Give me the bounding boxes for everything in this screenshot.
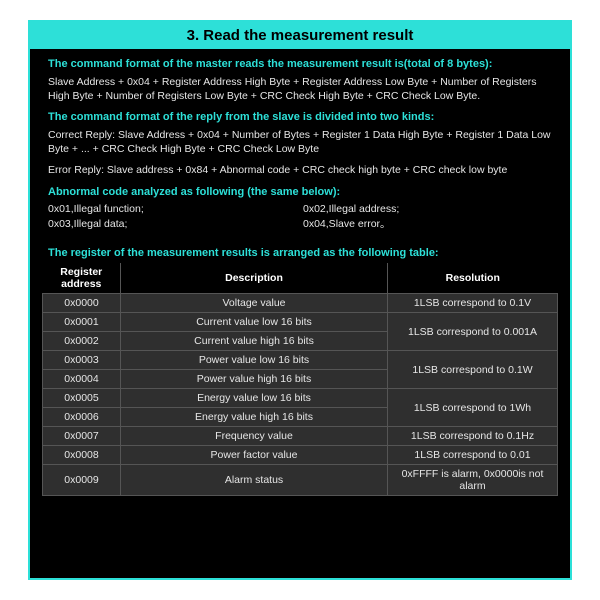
cell-address: 0x0000 [43, 294, 121, 313]
abnormal-code-03: 0x03,Illegal data; [48, 217, 297, 231]
column-header-description: Description [121, 263, 388, 294]
abnormal-codes-grid: 0x01,Illegal function; 0x02,Illegal addr… [48, 202, 552, 230]
paragraph-error-reply: Error Reply: Slave address + 0x84 + Abno… [48, 163, 552, 177]
table-row: 0x0009Alarm status0xFFFF is alarm, 0x000… [43, 465, 558, 496]
cell-address: 0x0003 [43, 351, 121, 370]
cell-resolution: 0xFFFF is alarm, 0x0000is not alarm [388, 465, 558, 496]
paragraph-correct-reply: Correct Reply: Slave Address + 0x04 + Nu… [48, 128, 552, 156]
cell-description: Frequency value [121, 427, 388, 446]
cell-address: 0x0005 [43, 389, 121, 408]
cell-resolution: 1LSB correspond to 0.1V [388, 294, 558, 313]
section-title: 3. Read the measurement result [30, 22, 570, 49]
cell-resolution: 1LSB correspond to 0.001A [388, 313, 558, 351]
abnormal-code-04: 0x04,Slave error。 [303, 217, 552, 231]
cell-resolution: 1LSB correspond to 0.01 [388, 446, 558, 465]
cell-resolution: 1LSB correspond to 0.1Hz [388, 427, 558, 446]
cell-address: 0x0002 [43, 332, 121, 351]
table-row: 0x0000Voltage value1LSB correspond to 0.… [43, 294, 558, 313]
cell-description: Energy value low 16 bits [121, 389, 388, 408]
abnormal-code-01: 0x01,Illegal function; [48, 202, 297, 216]
table-row: 0x0003Power value low 16 bits1LSB corres… [43, 351, 558, 370]
column-header-address: Register address [43, 263, 121, 294]
table-intro: The register of the measurement results … [30, 241, 570, 263]
column-header-description-text: Description [225, 272, 283, 284]
cell-address: 0x0004 [43, 370, 121, 389]
cell-address: 0x0008 [43, 446, 121, 465]
cell-address: 0x0007 [43, 427, 121, 446]
cell-address: 0x0006 [43, 408, 121, 427]
table-row: 0x0005Energy value low 16 bits1LSB corre… [43, 389, 558, 408]
register-table-body: 0x0000Voltage value1LSB correspond to 0.… [43, 294, 558, 496]
page-container: 3. Read the measurement result The comma… [28, 20, 572, 580]
heading-master-format: The command format of the master reads t… [48, 57, 552, 72]
table-row: 0x0007Frequency value1LSB correspond to … [43, 427, 558, 446]
column-header-resolution-text: Resolution [446, 272, 500, 284]
cell-description: Voltage value [121, 294, 388, 313]
cell-resolution: 1LSB correspond to 0.1W [388, 351, 558, 389]
heading-reply-format: The command format of the reply from the… [48, 110, 552, 125]
cell-description: Power value low 16 bits [121, 351, 388, 370]
content-block: The command format of the master reads t… [30, 49, 570, 241]
cell-description: Current value high 16 bits [121, 332, 388, 351]
column-header-address-text: Register address [60, 266, 102, 290]
column-header-resolution: Resolution [388, 263, 558, 294]
abnormal-code-02: 0x02,Illegal address; [303, 202, 552, 216]
paragraph-master-format: Slave Address + 0x04 + Register Address … [48, 75, 552, 103]
table-header-row: Register address Description Resolution [43, 263, 558, 294]
heading-abnormal-codes: Abnormal code analyzed as following (the… [48, 185, 552, 200]
register-table: Register address Description Resolution … [42, 263, 558, 496]
cell-description: Power factor value [121, 446, 388, 465]
cell-address: 0x0001 [43, 313, 121, 332]
cell-description: Alarm status [121, 465, 388, 496]
cell-resolution: 1LSB correspond to 1Wh [388, 389, 558, 427]
table-row: 0x0008Power factor value1LSB correspond … [43, 446, 558, 465]
cell-description: Current value low 16 bits [121, 313, 388, 332]
table-row: 0x0001Current value low 16 bits1LSB corr… [43, 313, 558, 332]
cell-address: 0x0009 [43, 465, 121, 496]
cell-description: Power value high 16 bits [121, 370, 388, 389]
cell-description: Energy value high 16 bits [121, 408, 388, 427]
